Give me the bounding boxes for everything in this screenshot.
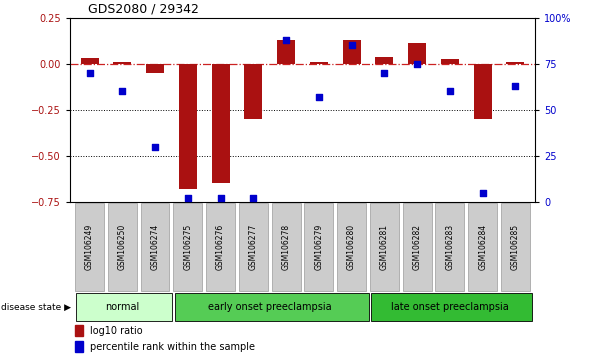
FancyBboxPatch shape [370,203,399,291]
Bar [81,58,98,64]
Bar [146,64,164,73]
Bar [375,57,393,64]
Point [445,88,455,94]
Point [117,88,127,94]
Text: disease state ▶: disease state ▶ [1,303,71,312]
Bar [244,64,263,119]
Text: GSM106279: GSM106279 [314,224,323,270]
Point [249,195,258,201]
FancyBboxPatch shape [77,293,172,321]
Bar [277,40,295,64]
Text: GSM106274: GSM106274 [151,224,159,270]
FancyBboxPatch shape [239,203,268,291]
Bar [441,59,459,64]
Bar [75,325,83,336]
Text: GSM106249: GSM106249 [85,224,94,270]
FancyBboxPatch shape [501,203,530,291]
FancyBboxPatch shape [435,203,465,291]
FancyBboxPatch shape [371,293,533,321]
Text: GSM106281: GSM106281 [380,224,389,270]
Text: normal: normal [105,302,139,312]
Text: GDS2080 / 29342: GDS2080 / 29342 [88,3,199,16]
Text: log10 ratio: log10 ratio [90,326,142,336]
FancyBboxPatch shape [75,203,104,291]
Bar [408,44,426,64]
Text: early onset preeclampsia: early onset preeclampsia [208,302,331,312]
Text: GSM106276: GSM106276 [216,224,225,270]
FancyBboxPatch shape [140,203,170,291]
FancyBboxPatch shape [174,293,368,321]
Text: late onset preeclampsia: late onset preeclampsia [391,302,509,312]
FancyBboxPatch shape [402,203,432,291]
Text: GSM106278: GSM106278 [282,224,291,270]
Text: GSM106275: GSM106275 [184,224,192,270]
Point [216,195,226,201]
Text: GSM106282: GSM106282 [413,224,421,270]
FancyBboxPatch shape [337,203,366,291]
FancyBboxPatch shape [305,203,333,291]
FancyBboxPatch shape [206,203,235,291]
Point [511,83,520,88]
FancyBboxPatch shape [108,203,137,291]
Bar [113,62,131,64]
FancyBboxPatch shape [468,203,497,291]
Point [150,144,160,149]
Text: GSM106283: GSM106283 [446,224,454,270]
Point [412,61,422,67]
FancyBboxPatch shape [272,203,300,291]
Bar [342,40,361,64]
Text: GSM106285: GSM106285 [511,224,520,270]
Text: GSM106284: GSM106284 [478,224,487,270]
Point [478,190,488,195]
Point [282,37,291,42]
Point [314,94,323,100]
Point [85,70,94,76]
FancyBboxPatch shape [173,203,202,291]
Text: GSM106280: GSM106280 [347,224,356,270]
Bar [75,341,83,353]
Bar [506,62,524,64]
Point [347,42,356,48]
Text: GSM106277: GSM106277 [249,224,258,270]
Point [379,70,389,76]
Text: GSM106250: GSM106250 [118,224,127,270]
Bar [310,62,328,64]
Bar [212,64,230,183]
Text: percentile rank within the sample: percentile rank within the sample [90,342,255,352]
Bar [474,64,492,119]
Point [183,195,193,201]
Bar [179,64,197,189]
